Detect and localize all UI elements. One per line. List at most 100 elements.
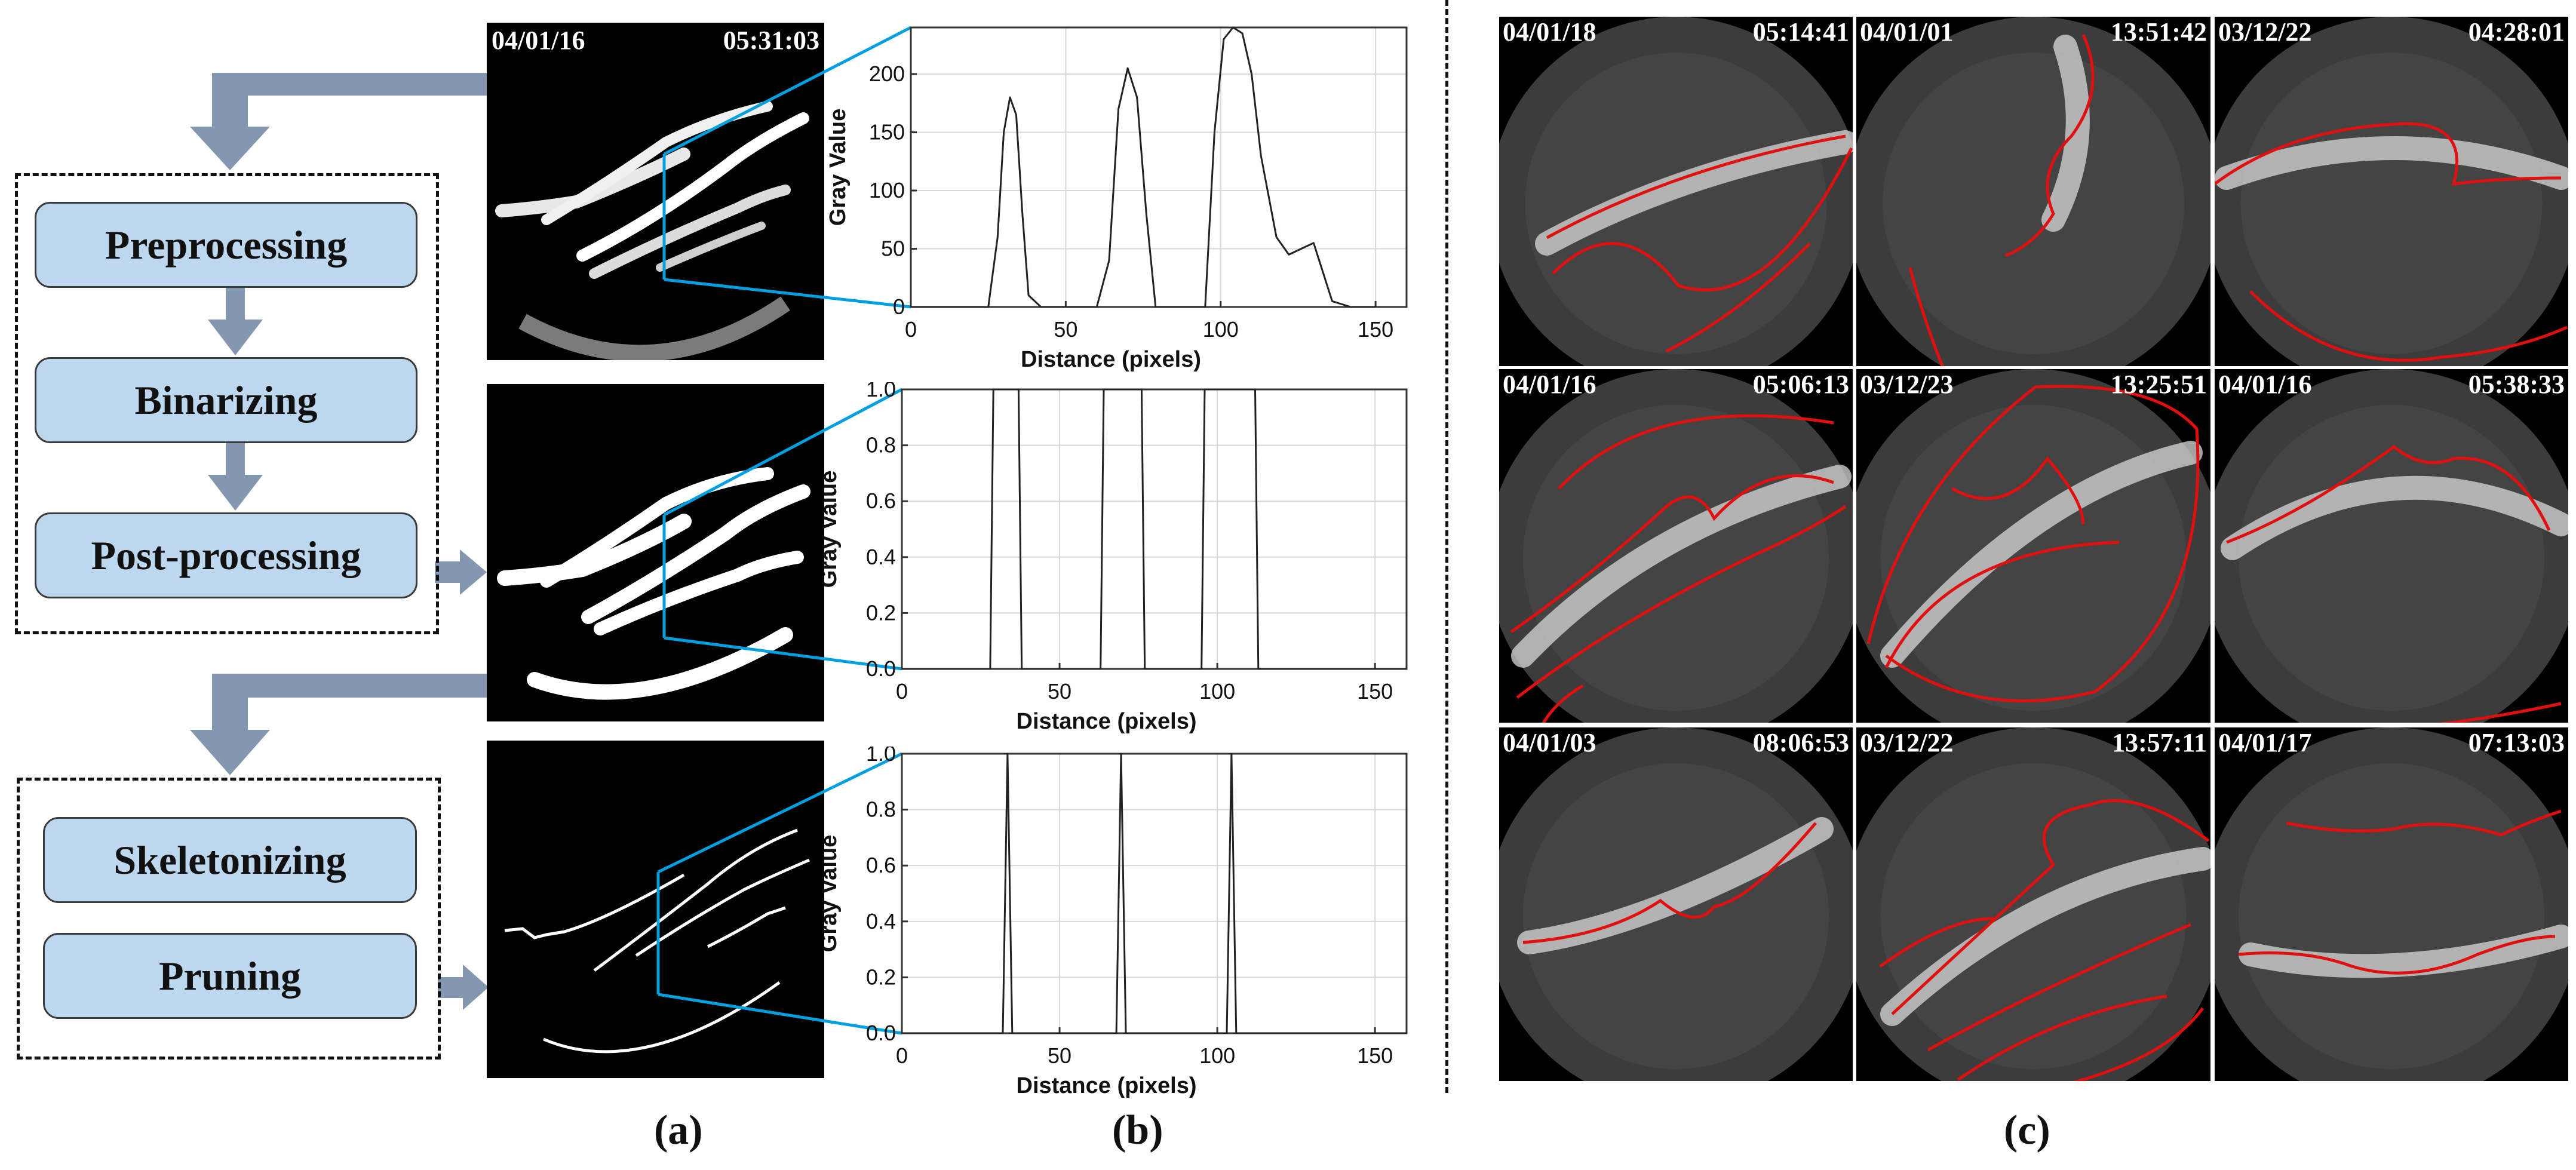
detected-aurora-curve: [2215, 122, 2562, 186]
y-axis-label: Gray Value: [825, 109, 851, 226]
caption-b: (b): [1112, 1107, 1163, 1153]
detected-aurora-curve: [2238, 935, 2556, 975]
image-time: 08:06:53: [1752, 728, 1849, 757]
y-tick-label: 0.6: [866, 853, 896, 877]
image-time: 13:51:42: [2110, 17, 2207, 47]
sky-glow: [1525, 53, 1827, 354]
y-tick-label: 0.0: [866, 1021, 896, 1045]
detected-aurora-curve: [1510, 474, 1834, 634]
skeleton-drawing: [504, 828, 810, 1054]
aurora-image-4: 04/01/16 05:06:13: [1499, 369, 1853, 723]
aurora-image-9: 04/01/17 07:13:03: [2215, 727, 2568, 1081]
detected-aurora-curve: [1866, 385, 2200, 703]
sky-glow: [2240, 53, 2543, 354]
binary-profile-chart: 0 50 100 150 0.0 0.2 0.4 0.6 0.8 1.0 Distance (pix…: [824, 382, 1408, 734]
series-line: [902, 388, 1407, 670]
aurora-drawing: [1499, 727, 1853, 1081]
aurora-drawing: [1499, 369, 1853, 723]
image-time: 05:06:13: [1752, 370, 1849, 399]
image-date: 04/01/03: [1503, 728, 1596, 757]
detected-aurora-curve: [2438, 702, 2562, 723]
step-arrow-2: [208, 443, 263, 511]
detected-aurora-curve: [1665, 242, 1811, 353]
y-tick-label: 0: [893, 294, 905, 319]
y-tick-label: 1.0: [866, 382, 896, 401]
y-tick-label: 0.0: [866, 656, 896, 681]
detected-aurora-curve: [1927, 923, 2191, 1052]
step-arrow-1: [208, 288, 263, 355]
image-date: 03/12/22: [1860, 728, 1954, 757]
panel-separator: [1445, 0, 1448, 1093]
y-tick-label: 0.6: [866, 489, 896, 513]
step-post-processing: Post-processing: [35, 512, 417, 598]
x-tick-label: 100: [1199, 679, 1235, 704]
skeleton-profile-chart: 0 50 100 150 0.0 0.2 0.4 0.6 0.8 1.0 Distance (pix…: [824, 747, 1408, 1098]
x-axis-label: Distance (pixels): [1017, 1073, 1197, 1098]
y-tick-label: 100: [869, 178, 905, 202]
zoom-line-3-top: [657, 752, 903, 874]
detected-aurora-curve: [1522, 822, 1817, 944]
aurora-drawing: [1856, 17, 2210, 366]
timestamp-time: 05:31:03: [723, 26, 819, 55]
x-tick-label: 50: [1054, 317, 1077, 342]
image-date: 03/12/23: [1860, 370, 1954, 399]
aurora-arc: [1511, 465, 1852, 668]
image-date: 03/12/22: [2218, 17, 2312, 47]
x-axis-label: Distance (pixels): [1021, 347, 1201, 372]
image-date: 04/01/17: [2218, 728, 2312, 757]
aurora-grayscale-drawing: [495, 101, 809, 360]
zoom-line-2-top: [663, 388, 903, 517]
aurora-image-2: 04/01/01 13:51:42: [1856, 17, 2210, 366]
caption-c: (c): [2004, 1107, 2050, 1153]
x-tick-label: 50: [1048, 679, 1071, 704]
zoom-lines-layer: [656, 26, 912, 1035]
step-preprocessing: Preprocessing: [35, 202, 417, 288]
aurora-arc: [1880, 847, 2210, 1026]
step-group-1: [15, 173, 439, 634]
y-tick-label: 0.4: [866, 909, 896, 933]
image-time: 05:14:41: [1752, 17, 1849, 47]
x-tick-label: 0: [896, 1043, 908, 1068]
x-tick-label: 150: [1357, 1043, 1393, 1068]
y-tick-label: 200: [869, 62, 905, 86]
sky-glow: [1883, 53, 2184, 354]
x-tick-label: 100: [1203, 317, 1239, 342]
sky-glow: [1523, 405, 1829, 711]
detected-aurora-curve: [1552, 147, 1853, 292]
sky-glow: [1880, 405, 2187, 711]
y-axis-label: Gray Value: [824, 835, 842, 952]
detected-aurora-curve: [2226, 444, 2551, 544]
aurora-drawing: [1856, 369, 2210, 723]
aurora-image-7: 04/01/03 08:06:53: [1499, 727, 1853, 1081]
binary-drawing: [497, 467, 810, 700]
aurora-drawing: [2215, 727, 2568, 1081]
y-tick-label: 0.8: [866, 433, 896, 457]
step-skeletonizing: Skeletonizing: [43, 817, 417, 903]
plot-frame: [910, 26, 1408, 308]
zoom-line-3-bottom: [658, 993, 902, 1035]
detected-aurora-curve: [1884, 541, 2120, 669]
aurora-image-6: 04/01/16 05:38:33: [2215, 369, 2568, 723]
aurora-arc: [2221, 475, 2568, 560]
zoom-line-1-bottom: [664, 278, 911, 309]
binary-image: [487, 384, 824, 721]
detected-aurora-curve: [1558, 414, 1834, 490]
aurora-arc: [2041, 35, 2090, 232]
y-axis-label: Gray Value: [824, 471, 842, 588]
zoom-line-2-bottom: [664, 636, 902, 671]
x-tick-label: 0: [896, 679, 908, 704]
y-tick-label: 50: [881, 237, 905, 261]
detected-aurora-curve: [2249, 290, 2568, 362]
image-time: 07:13:03: [2468, 728, 2565, 757]
x-axis-label: Distance (pixels): [1017, 709, 1197, 734]
series-line: [911, 26, 1376, 308]
feed-arrow-top: [190, 73, 487, 170]
x-tick-label: 0: [905, 317, 917, 342]
zoom-line-1-top: [663, 26, 912, 156]
detected-aurora-curve: [1951, 456, 2085, 525]
image-date: 04/01/16: [2218, 370, 2312, 399]
x-tick-label: 150: [1357, 679, 1393, 704]
image-time: 13:25:51: [2110, 370, 2207, 399]
aurora-arc: [1535, 130, 1853, 256]
detected-aurora-curve: [1542, 684, 1584, 723]
